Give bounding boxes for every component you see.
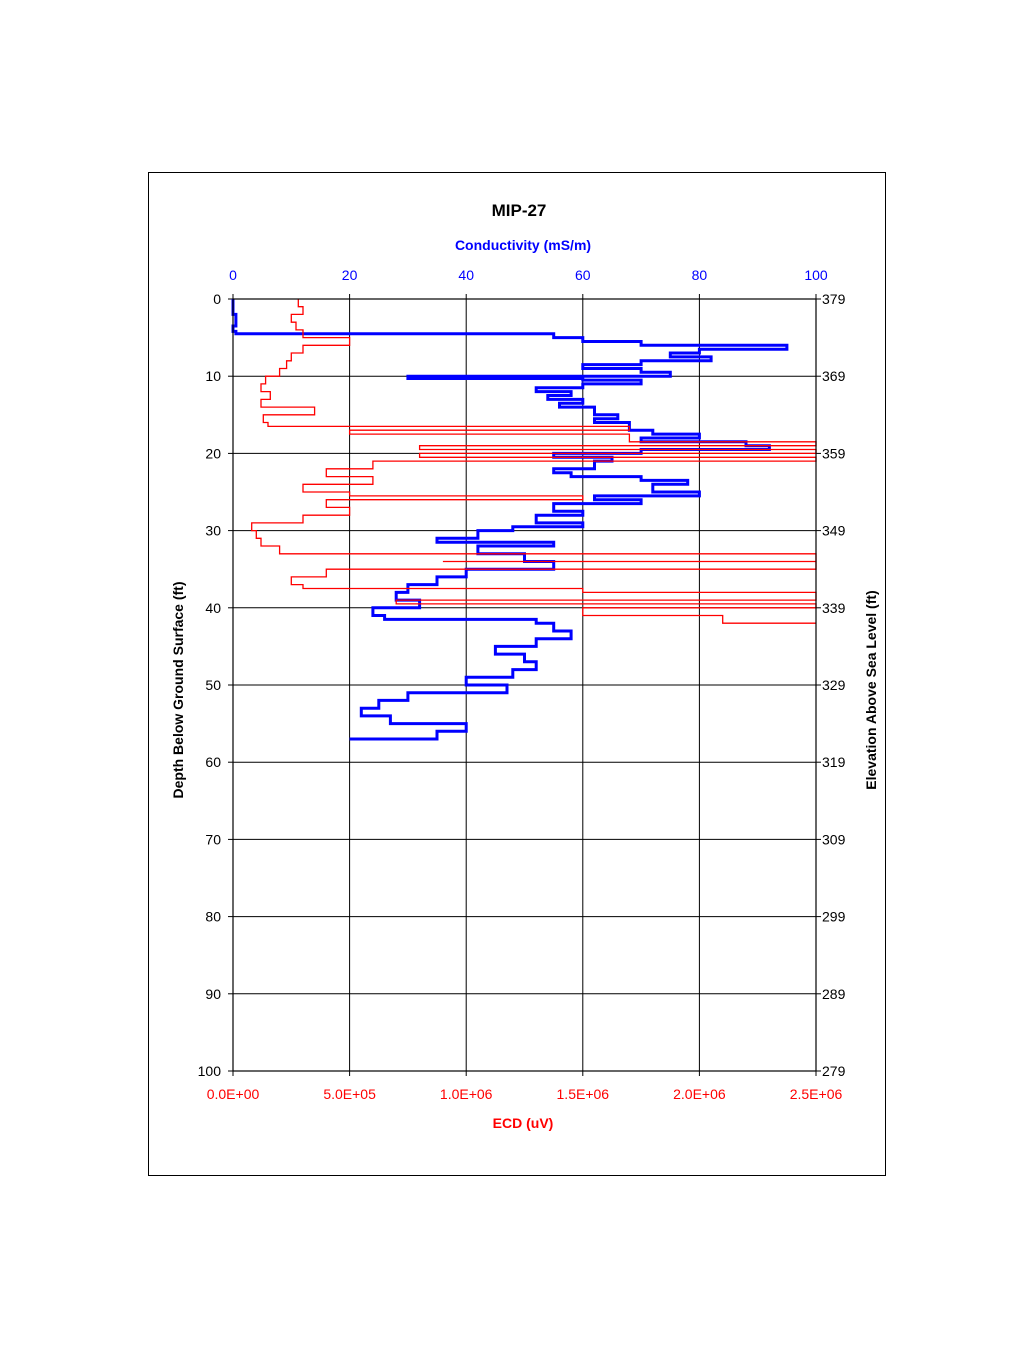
top-tick-label: 100 [804,267,828,283]
top-tick-label: 60 [575,267,591,283]
right-tick-label: 329 [822,677,846,693]
right-tick-label: 379 [822,291,846,307]
plot-area [232,298,817,1072]
left-tick-label: 70 [205,831,221,847]
right-axis-label: Elevation Above Sea Level (ft) [863,590,879,789]
bottom-tick-label: 1.5E+06 [557,1086,610,1102]
top-tick-label: 40 [458,267,474,283]
left-tick-label: 20 [205,445,221,461]
bottom-tick-label: 1.0E+06 [440,1086,493,1102]
right-tick-label: 349 [822,523,846,539]
right-tick-label: 279 [822,1063,846,1079]
right-tick-label: 359 [822,445,846,461]
top-axis-label: Conductivity (mS/m) [455,237,591,253]
right-tick-label: 339 [822,600,846,616]
chart-frame [148,172,886,1176]
bottom-tick-label: 2.5E+06 [790,1086,843,1102]
left-tick-label: 60 [205,754,221,770]
bottom-tick-label: 2.0E+06 [673,1086,726,1102]
right-tick-label: 369 [822,368,846,384]
top-tick-label: 20 [342,267,358,283]
conductivity-series-line [231,299,789,741]
bottom-tick-label: 5.0E+05 [323,1086,376,1102]
top-tick-label: 80 [692,267,708,283]
right-tick-label: 299 [822,909,846,925]
right-tick-label: 319 [822,754,846,770]
left-axis-label: Depth Below Ground Surface (ft) [170,582,186,799]
left-tick-label: 80 [205,909,221,925]
bottom-axis-label: ECD (uV) [493,1115,554,1131]
left-tick-label: 30 [205,523,221,539]
left-tick-label: 100 [198,1063,222,1079]
left-tick-label: 90 [205,986,221,1002]
left-tick-label: 0 [213,291,221,307]
chart-title: MIP-27 [492,201,547,220]
right-tick-label: 289 [822,986,846,1002]
ecd-series-line [251,299,817,624]
right-tick-label: 309 [822,831,846,847]
top-tick-label: 0 [229,267,237,283]
left-tick-label: 10 [205,368,221,384]
bottom-tick-label: 0.0E+00 [207,1086,260,1102]
left-tick-label: 50 [205,677,221,693]
left-tick-label: 40 [205,600,221,616]
